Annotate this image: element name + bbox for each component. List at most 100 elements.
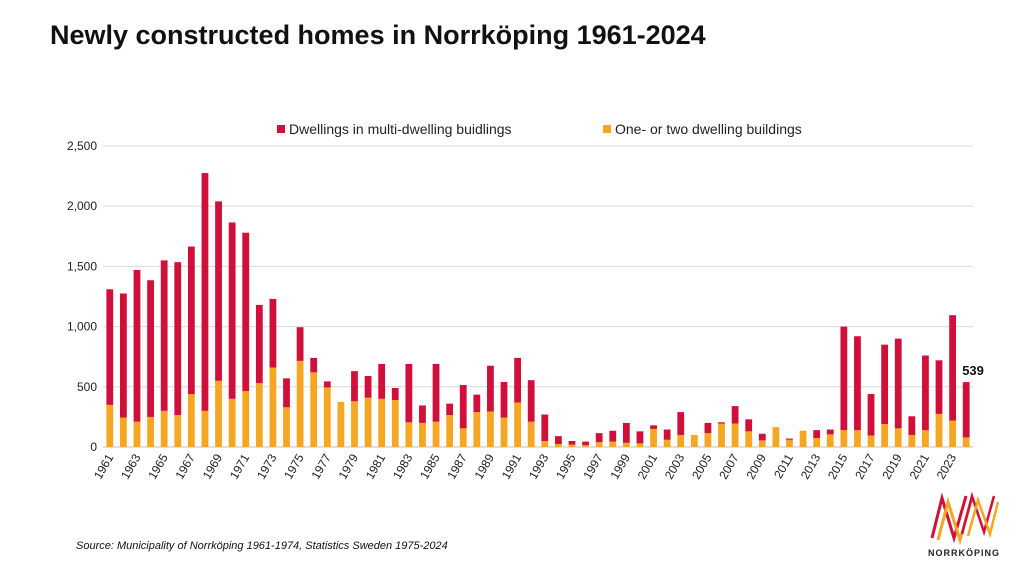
legend-label-single: One- or two dwelling buildings (615, 121, 802, 137)
y-tick-label: 0 (90, 440, 97, 454)
x-tick-label: 1977 (308, 451, 334, 481)
bar-single-2023 (949, 420, 957, 447)
bar-single-1987 (459, 428, 467, 447)
bar-single-2006 (718, 423, 725, 447)
bar-single-1969 (215, 380, 222, 447)
bar-single-2004 (690, 434, 698, 447)
bar-multi-2021 (922, 355, 929, 431)
bar-multi-1992 (527, 380, 535, 422)
bar-multi-1974 (283, 378, 290, 408)
bar-single-2008 (745, 431, 753, 447)
x-tick-label: 2017 (852, 451, 878, 481)
x-tick-label: 2019 (879, 451, 905, 481)
x-tick-label: 1973 (254, 451, 280, 481)
bar-multi-1969 (215, 201, 222, 381)
x-tick-label: 2001 (635, 451, 661, 481)
legend-swatch-multi (277, 125, 285, 133)
bar-multi-2001 (650, 425, 657, 429)
x-tick-label: 2021 (907, 451, 933, 481)
bar-single-1981 (378, 398, 386, 447)
x-tick-label: 1967 (172, 451, 198, 481)
bar-single-1999 (622, 442, 630, 447)
bar-single-1994 (554, 443, 562, 447)
x-tick-label: 1991 (499, 451, 525, 481)
bar-single-2002 (663, 439, 671, 447)
bar-single-1963 (133, 421, 141, 447)
bar-multi-2014 (826, 429, 834, 435)
bar-single-2001 (650, 428, 657, 447)
x-tick-label: 1981 (363, 451, 389, 481)
bar-multi-1971 (242, 232, 250, 392)
bar-single-1988 (473, 412, 481, 447)
x-tick-label: 1975 (281, 451, 307, 481)
bar-multi-2018 (881, 344, 889, 425)
bar-multi-1999 (622, 422, 630, 443)
bar-single-1985 (432, 421, 440, 447)
y-tick-label: 500 (77, 380, 97, 394)
legend: Dwellings in multi-dwelling buidlings On… (0, 121, 1024, 137)
x-tick-label: 1963 (118, 451, 144, 481)
bar-multi-2017 (867, 394, 875, 436)
x-tick-label: 1999 (607, 451, 633, 481)
data-label-2024: 539 (962, 363, 984, 378)
bar-multi-1985 (432, 363, 440, 422)
bar-single-1964 (147, 416, 154, 447)
x-tick-label: 1993 (526, 451, 552, 481)
x-tick-label: 2009 (743, 451, 769, 481)
bar-single-1970 (228, 398, 236, 447)
legend-label-multi: Dwellings in multi-dwelling buidlings (289, 121, 512, 137)
bar-single-2013 (813, 437, 821, 447)
bar-multi-1979 (351, 371, 358, 402)
bar-multi-2000 (636, 431, 644, 444)
bar-multi-1961 (106, 289, 114, 405)
bar-multi-1984 (419, 405, 426, 423)
bar-multi-2009 (758, 433, 766, 441)
bar-multi-2003 (677, 412, 685, 435)
bar-single-2010 (772, 427, 780, 447)
bar-multi-1995 (568, 440, 576, 445)
bar-multi-1976 (310, 357, 318, 373)
bar-multi-2020 (908, 416, 916, 435)
bar-multi-1989 (487, 365, 494, 412)
bar-single-2011 (786, 439, 793, 447)
bar-single-1975 (296, 360, 304, 447)
bar-single-2003 (677, 434, 685, 447)
bar-single-1961 (106, 404, 114, 447)
bar-single-1982 (391, 400, 399, 447)
bar-multi-2019 (894, 338, 902, 429)
bar-single-2005 (704, 433, 712, 447)
bar-single-1971 (242, 391, 250, 447)
legend-item-single: One- or two dwelling buildings (603, 121, 802, 137)
bar-single-1996 (582, 445, 589, 447)
bar-multi-1988 (473, 394, 481, 413)
source-note: Source: Municipality of Norrköping 1961-… (76, 540, 448, 552)
bar-single-2021 (922, 430, 929, 447)
bar-single-2022 (935, 413, 943, 447)
bar-single-2007 (731, 423, 739, 447)
bar-single-1998 (609, 441, 617, 447)
bar-single-1986 (446, 415, 454, 447)
x-tick-label: 2011 (771, 451, 796, 481)
bar-single-1979 (351, 401, 358, 447)
bar-multi-1986 (446, 403, 454, 416)
bar-single-2024 (962, 437, 970, 447)
x-tick-label: 2015 (825, 451, 851, 481)
x-tick-label: 2003 (662, 451, 688, 481)
bar-multi-1967 (187, 246, 195, 395)
bar-multi-1964 (147, 280, 154, 417)
bar-multi-1966 (174, 262, 182, 416)
bar-single-2014 (826, 434, 834, 447)
x-tick-label: 1985 (417, 451, 443, 481)
logo-mark-icon (930, 491, 1000, 546)
bar-multi-2008 (745, 419, 753, 432)
bar-single-1967 (187, 394, 195, 447)
logo-text: NORRKÖPING (927, 548, 1000, 558)
x-tick-label: 1961 (91, 451, 117, 481)
bar-single-1995 (568, 444, 576, 447)
bar-multi-1991 (514, 357, 522, 403)
bar-multi-1990 (500, 381, 508, 418)
x-tick-label: 1971 (227, 451, 253, 481)
bar-single-2000 (636, 443, 644, 447)
x-tick-label: 2023 (934, 451, 960, 481)
bar-single-1997 (595, 442, 603, 447)
